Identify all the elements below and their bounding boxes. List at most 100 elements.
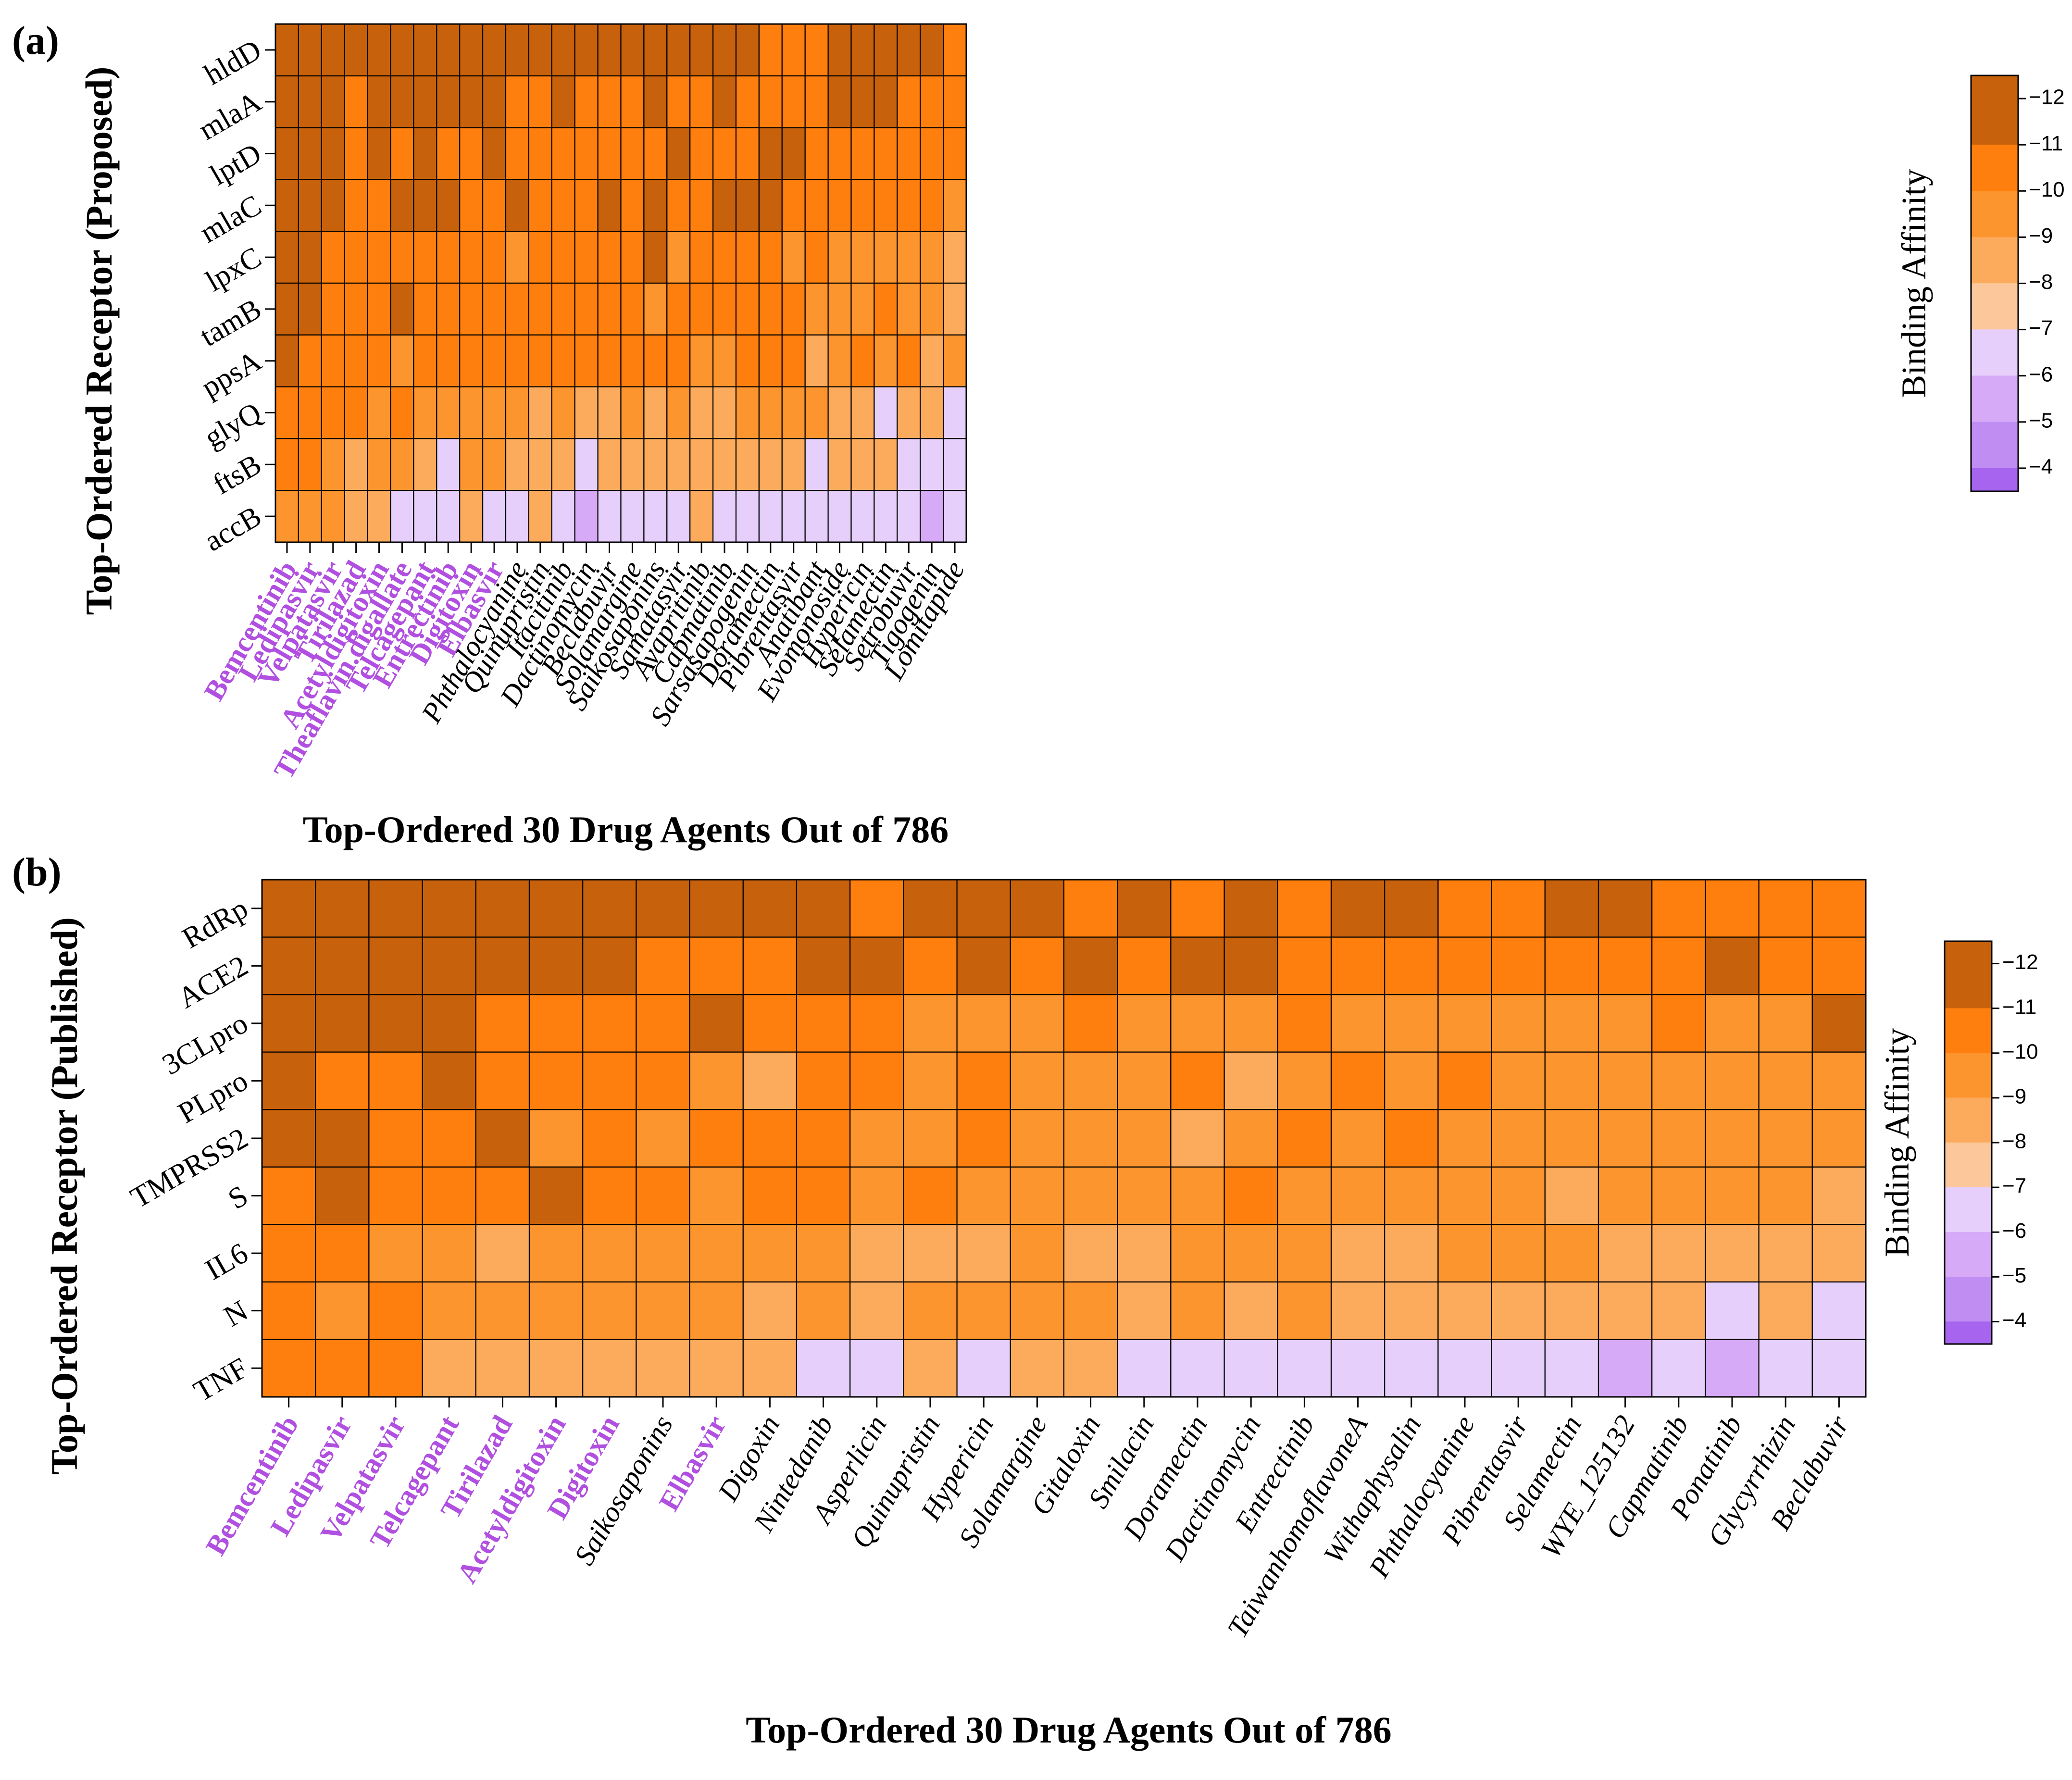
heatmap-cell [643, 438, 668, 491]
heatmap-cell [1544, 1051, 1599, 1110]
heatmap-cell [942, 438, 967, 491]
heatmap-cell [874, 386, 898, 439]
heatmap-cell [712, 231, 737, 284]
heatmap-cell [528, 438, 552, 491]
heatmap-cell [1437, 879, 1492, 938]
heatmap-cell [849, 1166, 904, 1225]
heatmap-cell [275, 386, 300, 439]
heatmap-cell [368, 1281, 423, 1340]
heatmap-cell [827, 75, 852, 128]
row-label: ACE2 [173, 949, 253, 1015]
heatmap-cell [574, 386, 599, 439]
heatmap-cell [689, 231, 714, 284]
heatmap-cell [261, 1339, 316, 1398]
heatmap-cell [475, 1339, 530, 1398]
heatmap-cell [897, 386, 921, 439]
heatmap-cell [1277, 1166, 1332, 1225]
heatmap-cell [459, 179, 484, 232]
heatmap-cell [582, 879, 637, 938]
y-axis-title: Top-Ordered Receptor (Published) [43, 917, 85, 1475]
heatmap-cell [597, 231, 622, 284]
heatmap-cell [368, 1166, 423, 1225]
heatmap-cell [436, 23, 461, 76]
heatmap-cell [1811, 1339, 1867, 1398]
heatmap-cell [321, 179, 345, 232]
heatmap-cell [804, 438, 829, 491]
heatmap-cell [1598, 1224, 1653, 1282]
heatmap-cell [636, 1224, 690, 1282]
heatmap-cell [874, 490, 898, 543]
heatmap-cell [620, 438, 645, 491]
x-axis-title: Top-Ordered 30 Drug Agents Out of 786 [746, 1709, 1391, 1751]
heatmap-cell [874, 334, 898, 387]
legend-swatch [1944, 1321, 1992, 1344]
heatmap-cell [849, 879, 904, 938]
heatmap-cell [1117, 1051, 1172, 1110]
legend-tick-label: −8 [2002, 1130, 2026, 1153]
heatmap-cell [344, 282, 368, 336]
heatmap-cell [574, 438, 599, 491]
heatmap-cell [505, 438, 530, 491]
heatmap-cell [422, 1339, 476, 1398]
heatmap-cell [666, 231, 691, 284]
heatmap-cell [413, 179, 437, 232]
heatmap-cell [344, 334, 368, 387]
heatmap-cell [1651, 1166, 1706, 1225]
legend-swatch [1971, 283, 2019, 330]
heatmap-cell [505, 127, 530, 180]
heatmap-cell [903, 1281, 958, 1340]
panel-label: (b) [12, 850, 62, 895]
heatmap-cell [689, 23, 714, 76]
heatmap-cell [850, 386, 875, 439]
heatmap-cell [1330, 1281, 1385, 1340]
heatmap-cell [796, 936, 851, 996]
heatmap-cell [1063, 1281, 1118, 1340]
heatmap-cell [897, 23, 921, 76]
heatmap-cell [344, 490, 368, 543]
heatmap-cell [620, 282, 645, 336]
heatmap-cell [1010, 1224, 1065, 1282]
heatmap-cell [956, 879, 1011, 938]
heatmap-cell [413, 438, 437, 491]
heatmap-cell [390, 282, 414, 336]
heatmap-cell [315, 994, 370, 1053]
heatmap-cell [459, 334, 484, 387]
heatmap-cell [1651, 1339, 1706, 1398]
panel-a: (a) hldDmlaAlptDmlaClpxCtamBppsAglyQftsBa… [12, 18, 2065, 850]
heatmap-cell [390, 334, 414, 387]
heatmap-cell [390, 438, 414, 491]
heatmap-cell [850, 231, 875, 284]
heatmap-cell [643, 282, 668, 336]
heatmap-cell [1117, 879, 1172, 938]
heatmap-cell [735, 438, 760, 491]
heatmap-cell [1491, 879, 1546, 938]
heatmap-cell [758, 23, 783, 76]
heatmap-cell [582, 1339, 637, 1398]
heatmap-cell [1598, 879, 1653, 938]
heatmap-cell [275, 23, 300, 76]
heatmap-cell [827, 438, 852, 491]
heatmap-cell [781, 179, 806, 232]
heatmap-cell [298, 75, 322, 128]
heatmap-cell [796, 1224, 851, 1282]
heatmap-cell [505, 75, 530, 128]
heatmap-cell [1758, 936, 1813, 996]
legend-swatch [1944, 1008, 1992, 1054]
heatmap-cell [315, 879, 370, 938]
heatmap-cell [827, 282, 852, 336]
legend-tick-label: −7 [2002, 1174, 2026, 1198]
heatmap-cell [1437, 1166, 1492, 1225]
heatmap-cell [849, 994, 904, 1053]
heatmap-cell [321, 127, 345, 180]
heatmap-cell [1330, 879, 1385, 938]
heatmap-cell [413, 386, 437, 439]
heatmap-cell [436, 438, 461, 491]
heatmap-cell [666, 386, 691, 439]
heatmap-cell [475, 1224, 530, 1282]
heatmap-cell [781, 75, 806, 128]
heatmap-cell [712, 127, 737, 180]
heatmap-cell [897, 127, 921, 180]
heatmap-cell [315, 1224, 370, 1282]
heatmap-cell [315, 1051, 370, 1110]
